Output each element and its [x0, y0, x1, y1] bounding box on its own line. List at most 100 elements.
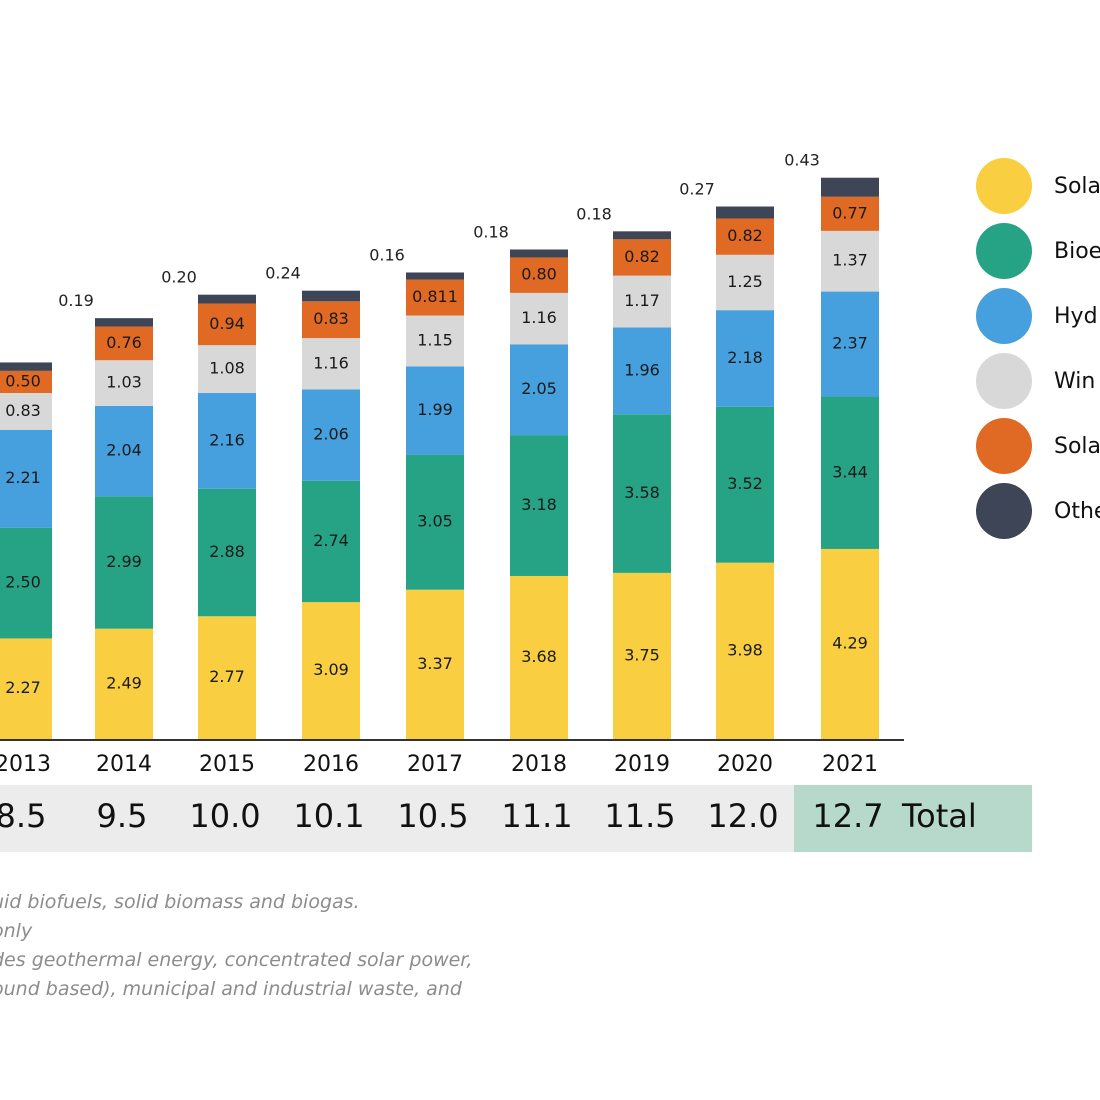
data-label: 3.37: [417, 654, 453, 673]
data-label: 2.99: [106, 552, 142, 571]
data-label: 3.52: [727, 474, 763, 493]
data-label: 0.83: [313, 309, 349, 328]
bar-segment-3-2015: [198, 345, 256, 394]
bar-segment-3-2018: [510, 292, 568, 345]
data-label: 3.58: [624, 483, 660, 502]
data-label: 0.50: [5, 371, 41, 390]
legend-item-others: Othe: [976, 483, 1100, 539]
x-tick-label: 2019: [614, 752, 670, 777]
total-value: 8.5: [0, 797, 47, 835]
data-label: 0.24: [265, 264, 301, 283]
bar-segment-2-2017: [406, 366, 464, 455]
legend-swatch: [976, 223, 1032, 279]
data-label: 0.811: [412, 287, 458, 306]
bar-segment-1-2014: [95, 496, 153, 629]
bar-segment-3-2013: [0, 393, 52, 430]
data-label: 2.74: [313, 531, 349, 550]
legend-swatch: [976, 288, 1032, 344]
legend-swatch: [976, 353, 1032, 409]
data-label: 1.03: [106, 373, 142, 392]
bar-segment-3-2019: [613, 275, 671, 328]
data-label: 3.05: [417, 512, 453, 531]
legend-item-solar-heating: Sola: [976, 418, 1100, 474]
legend-item-hydro: Hyd: [976, 288, 1100, 344]
data-label: 1.16: [521, 308, 557, 327]
bar-segment-1-2019: [613, 414, 671, 573]
bar-segment-5-2016: [302, 290, 360, 302]
bar-segment-2-2018: [510, 344, 568, 436]
bar-segment-5-2020: [716, 206, 774, 219]
bar-segment-3-2021: [821, 230, 879, 292]
legend-item-solar-pv: Sola: [976, 158, 1100, 214]
data-label: 0.20: [161, 268, 197, 287]
data-label: 2.37: [832, 334, 868, 353]
x-tick-label: 2021: [822, 752, 878, 777]
data-label: 0.94: [209, 314, 245, 333]
bar-segment-4-2019: [613, 239, 671, 276]
data-label: 0.16: [369, 245, 405, 264]
x-tick-label: 2018: [511, 752, 567, 777]
data-label: 2.77: [209, 667, 245, 686]
total-value: 10.1: [293, 797, 365, 835]
data-label: 0.76: [106, 333, 142, 352]
data-label: 3.75: [624, 645, 660, 664]
legend-item-bioenergy: Bioe: [976, 223, 1100, 279]
total-value: 12.7: [812, 797, 884, 835]
bar-segment-5-2014: [95, 318, 153, 327]
x-tick-label: 2016: [303, 752, 359, 777]
data-label: 1.08: [209, 359, 245, 378]
bar-segment-2-2020: [716, 310, 774, 407]
footnotes: uid biofuels, solid biomass and biogas. …: [0, 888, 472, 1004]
bar-segment-3-2020: [716, 254, 774, 311]
bar-segment-1-2017: [406, 454, 464, 590]
data-label: 2.04: [106, 441, 142, 460]
data-label: 0.18: [473, 222, 509, 241]
total-value: 9.5: [96, 797, 148, 835]
data-label: 2.05: [521, 379, 557, 398]
stacked-bar-chart: 2.27 2.50 2.21 0.83 0.50 2.49 2.99 2.04 1.03 0.76…: [0, 151, 904, 777]
bar-segment-4-2020: [716, 218, 774, 255]
bar-segment-1-2016: [302, 480, 360, 603]
legend-label: Sola: [1054, 433, 1100, 459]
bar-segment-0-2018: [510, 575, 568, 739]
legend-label: Win: [1054, 368, 1096, 394]
bar-segment-5-2013: [0, 362, 52, 371]
labels-layer: 2.27 2.50 2.21 0.83 0.50 2.49 2.99 2.04 1.03 0.76…: [5, 151, 868, 698]
bar-segment-5-2015: [198, 294, 256, 304]
data-label: 0.82: [727, 226, 763, 245]
bar-segment-4-2017: [406, 279, 464, 316]
data-label: 0.43: [784, 151, 820, 170]
data-label: 1.16: [313, 353, 349, 372]
legend-swatch: [976, 418, 1032, 474]
data-label: 2.50: [5, 573, 41, 592]
data-label: 1.37: [832, 251, 868, 270]
x-tick-label: 2017: [407, 752, 463, 777]
data-label: 1.96: [624, 360, 660, 379]
legend: Sola Bioe Hyd Win Sola Othe: [976, 158, 1100, 548]
bars-layer: [0, 177, 879, 739]
total-value: 12.0: [707, 797, 779, 835]
bar-segment-4-2015: [198, 303, 256, 346]
bar-segment-1-2018: [510, 435, 568, 576]
bar-segment-1-2015: [198, 488, 256, 617]
total-value: 10.0: [189, 797, 261, 835]
bar-segment-2-2015: [198, 393, 256, 489]
data-label: 3.98: [727, 640, 763, 659]
bar-segment-3-2016: [302, 338, 360, 390]
legend-label: Hyd: [1054, 303, 1098, 329]
bar-segment-5-2017: [406, 272, 464, 280]
bar-segment-0-2015: [198, 616, 256, 739]
legend-label: Bioe: [1054, 238, 1100, 264]
data-label: 0.83: [5, 401, 41, 420]
footnote-line: uid biofuels, solid biomass and biogas.: [0, 891, 360, 913]
bar-segment-5-2019: [613, 231, 671, 240]
data-label: 0.19: [58, 291, 94, 310]
data-label: 0.27: [679, 180, 715, 199]
bar-segment-5-2021: [821, 177, 879, 197]
data-label: 2.88: [209, 542, 245, 561]
bar-segment-4-2013: [0, 370, 52, 394]
bar-segment-1-2013: [0, 527, 52, 639]
data-label: 2.27: [5, 678, 41, 697]
bar-segment-1-2020: [716, 406, 774, 563]
